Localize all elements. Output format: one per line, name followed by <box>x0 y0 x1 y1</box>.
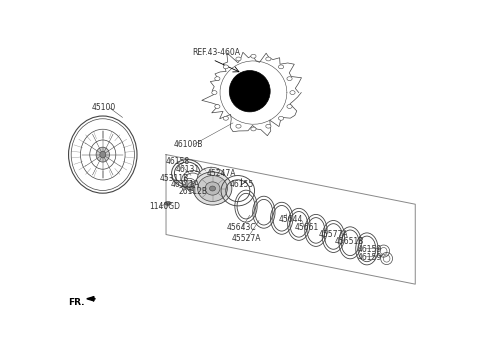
Text: 46111A: 46111A <box>171 180 200 189</box>
Text: 45644: 45644 <box>279 216 303 224</box>
Text: 46131: 46131 <box>175 165 200 174</box>
Ellipse shape <box>266 57 271 61</box>
Text: 46100B: 46100B <box>173 140 203 149</box>
Text: 46159: 46159 <box>358 253 382 262</box>
Text: 45577A: 45577A <box>319 230 348 239</box>
Ellipse shape <box>236 57 241 61</box>
Ellipse shape <box>287 105 292 108</box>
Ellipse shape <box>251 127 256 131</box>
Ellipse shape <box>229 71 270 112</box>
Ellipse shape <box>165 202 171 205</box>
Text: 45643C: 45643C <box>227 223 256 232</box>
Ellipse shape <box>203 172 219 186</box>
Ellipse shape <box>198 175 228 202</box>
Ellipse shape <box>185 180 193 187</box>
Ellipse shape <box>236 124 241 128</box>
Text: REF.43-460A: REF.43-460A <box>192 48 240 57</box>
Text: 26112B: 26112B <box>178 187 207 196</box>
Text: 45527A: 45527A <box>232 234 262 243</box>
Ellipse shape <box>205 182 220 195</box>
Text: 45100: 45100 <box>92 103 116 112</box>
Ellipse shape <box>212 91 217 95</box>
Text: 46159: 46159 <box>358 245 382 254</box>
Ellipse shape <box>223 116 228 120</box>
Polygon shape <box>87 296 96 301</box>
Ellipse shape <box>215 105 220 108</box>
Ellipse shape <box>210 186 216 191</box>
Text: 46155: 46155 <box>229 180 253 189</box>
Text: 46158: 46158 <box>166 157 190 166</box>
Ellipse shape <box>278 65 284 69</box>
Ellipse shape <box>223 65 228 69</box>
Ellipse shape <box>266 124 271 128</box>
Ellipse shape <box>197 167 226 190</box>
Ellipse shape <box>278 116 284 120</box>
Ellipse shape <box>287 77 292 81</box>
Ellipse shape <box>251 54 256 58</box>
Ellipse shape <box>193 172 232 205</box>
Ellipse shape <box>290 91 295 95</box>
Text: 1140GD: 1140GD <box>149 203 180 212</box>
Text: 45661: 45661 <box>294 223 319 232</box>
Ellipse shape <box>96 147 109 162</box>
Ellipse shape <box>100 151 106 158</box>
Text: 45651B: 45651B <box>335 237 364 246</box>
Text: 45311B: 45311B <box>160 174 189 183</box>
Text: FR.: FR. <box>68 298 84 307</box>
Text: 45247A: 45247A <box>207 169 237 178</box>
Ellipse shape <box>215 77 220 81</box>
